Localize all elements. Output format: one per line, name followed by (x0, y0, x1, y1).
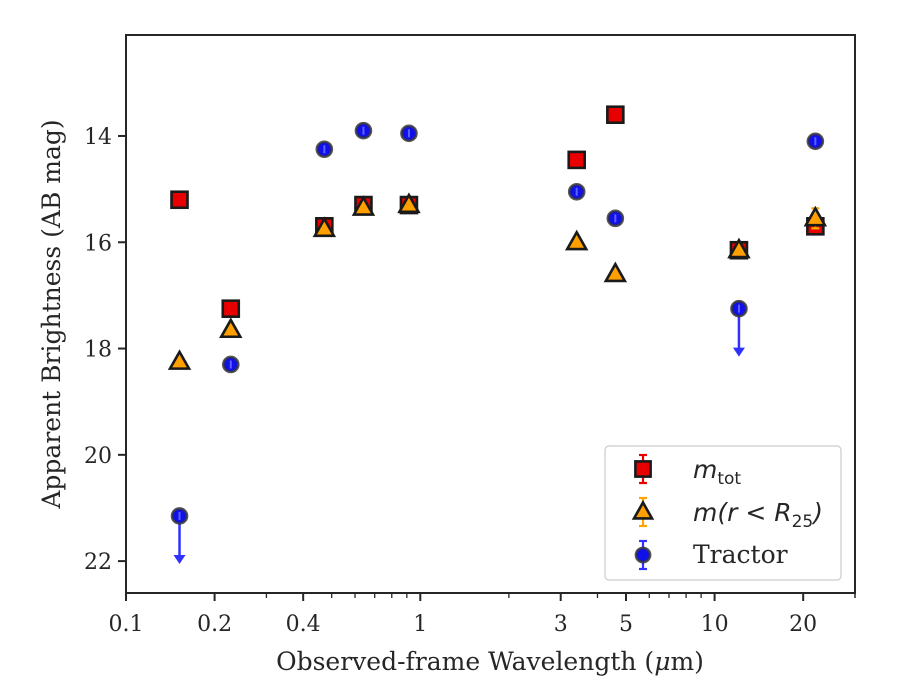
legend-symbol-tractor (634, 546, 652, 564)
legend-label-mtot: mtot (693, 455, 741, 489)
x-tick-label: 10 (701, 612, 729, 637)
legend-box (604, 445, 842, 581)
legend-symbol-m_tot (634, 460, 652, 478)
legend-symbol-m_r25 (631, 499, 655, 520)
m_r25-point (727, 237, 751, 259)
x-tick-label: 0.2 (197, 612, 232, 637)
m_r25-point (603, 261, 628, 283)
m_tot-point (567, 150, 587, 170)
x-tick-label: 5 (619, 612, 633, 637)
m_tot-point (606, 105, 625, 125)
m_tot-point (221, 299, 241, 318)
legend: mtot m(r < R25) Tractor (604, 445, 842, 581)
legend-label-mr25: m(r < R25) (693, 498, 823, 532)
x-tick-label: 1 (413, 612, 427, 637)
m_r25-point (803, 205, 828, 227)
legend-marker-m_r25 (631, 496, 655, 528)
y-tick-label: 16 (84, 231, 112, 256)
m_tot-point (170, 190, 189, 210)
m_r25-point (351, 195, 376, 216)
x-axis-label: Observed-frame Wavelength (μm) (276, 647, 704, 676)
x-tick-label: 0.1 (109, 612, 144, 637)
y-axis-label: Apparent Brightness (AB mag) (37, 119, 66, 509)
y-tick-label: 18 (84, 338, 112, 363)
plot-frame (125, 34, 856, 594)
m_r25-point (167, 349, 192, 370)
upper-limit-arrowhead (173, 554, 186, 564)
x-tick-label: 3 (554, 612, 568, 637)
legend-marker-tractor (634, 539, 652, 571)
legend-marker-m_tot (634, 453, 652, 485)
data-marks (167, 105, 828, 564)
m_r25-point (312, 216, 337, 238)
upper-limit-arrowhead (732, 347, 745, 357)
y-tick-label: 22 (84, 550, 112, 575)
m_r25-point (564, 229, 589, 251)
x-tick-label: 20 (789, 612, 817, 637)
y-tick-label: 20 (84, 444, 112, 469)
m_r25-point (219, 317, 243, 339)
x-tick-label: 0.4 (286, 612, 321, 637)
y-axis: 14 16 18 20 22 (84, 125, 126, 575)
y-tick-label: 14 (84, 125, 112, 150)
m_r25-point (397, 192, 421, 214)
x-axis: 0.1 0.2 0.4 1 3 5 10 20 (109, 593, 856, 637)
legend-label-tractor: Tractor (693, 540, 788, 569)
